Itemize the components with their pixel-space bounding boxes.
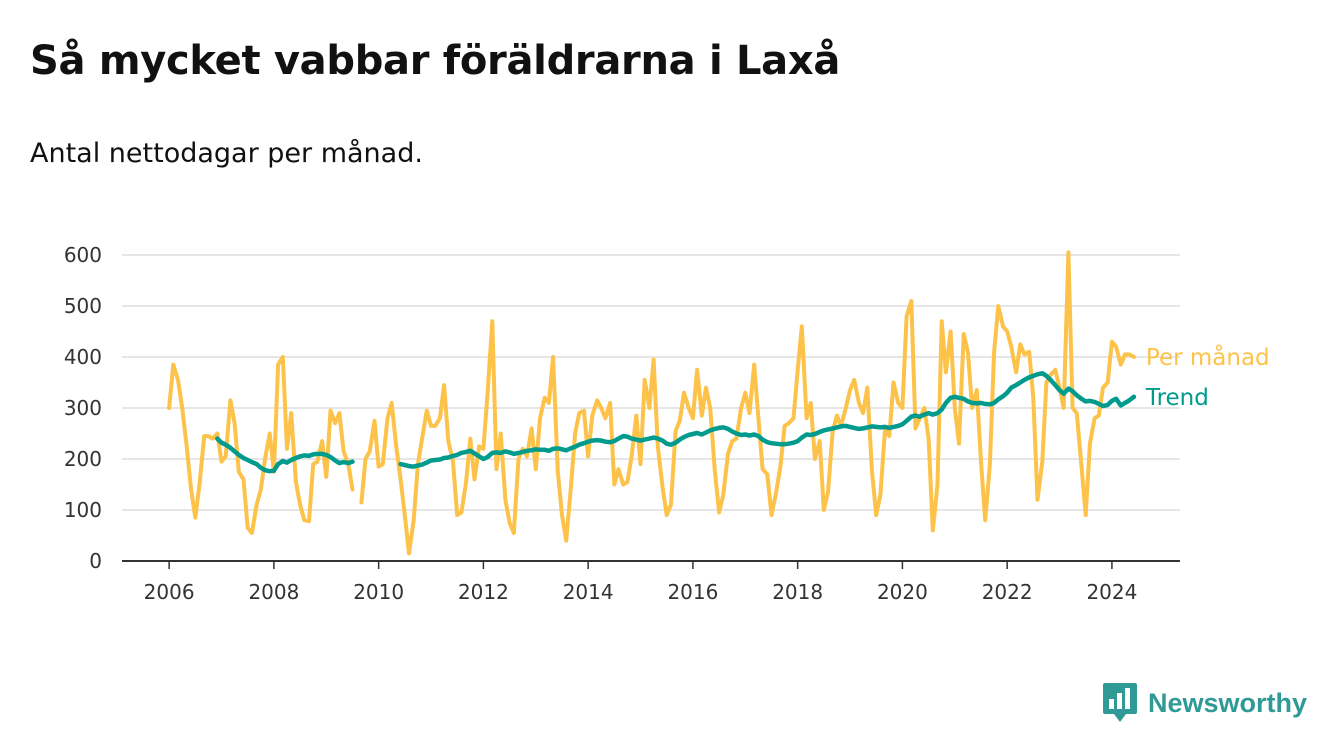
y-tick-label: 100 [64,498,102,522]
x-tick-label: 2010 [353,580,404,604]
x-tick-label: 2006 [144,580,195,604]
trend-series-label: Trend [1145,385,1209,411]
y-tick-label: 400 [64,345,102,369]
chart-subtitle: Antal nettodagar per månad. [30,138,423,169]
per-manad-series-line [167,355,355,535]
y-tick-label: 0 [89,549,102,573]
per-manad-series-label: Per månad [1146,343,1270,371]
x-tick-label: 2012 [458,580,509,604]
x-tick-label: 2020 [877,580,928,604]
x-tick-label: 2016 [667,580,718,604]
brand-name: Newsworthy [1148,687,1308,718]
series-labels: Per månad Trend [1145,343,1270,411]
x-tick-label: 2024 [1086,580,1137,604]
y-tick-label: 600 [64,243,102,267]
x-tick-label: 2018 [772,580,823,604]
y-tick-label: 200 [64,447,102,471]
x-tick-label: 2008 [248,580,299,604]
y-axis-tick-labels: 0 100 200 300 400 500 600 [64,243,102,573]
x-tick-label: 2022 [982,580,1033,604]
per-manad-series-line [359,250,1136,556]
brand-logo: Newsworthy [1102,682,1307,724]
trend-series-line [215,436,355,474]
series-lines [167,250,1137,556]
x-axis-tick-labels: 2006 2008 2010 2012 2014 2016 2018 2020 2022 2024 [144,580,1138,604]
x-axis [122,560,1180,569]
trend-series-line [398,371,1137,469]
y-tick-label: 300 [64,396,102,420]
chart-title: Så mycket vabbar föräldrarna i Laxå [30,38,841,84]
newsworthy-icon [1103,683,1137,722]
x-tick-label: 2014 [563,580,614,604]
y-tick-label: 500 [64,294,102,318]
